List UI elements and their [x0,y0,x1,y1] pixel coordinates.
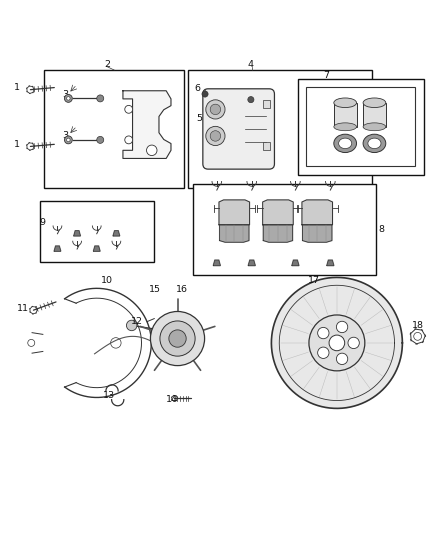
Text: 5: 5 [196,114,202,123]
Circle shape [97,95,104,102]
Polygon shape [327,260,334,265]
Circle shape [169,330,186,347]
Circle shape [67,138,70,142]
Circle shape [336,321,348,333]
Text: 12: 12 [131,317,143,326]
Polygon shape [303,225,332,242]
Circle shape [125,106,133,113]
Ellipse shape [339,138,352,149]
Circle shape [160,321,195,356]
Text: 8: 8 [378,225,385,234]
Ellipse shape [334,134,357,152]
Circle shape [206,126,225,146]
Circle shape [336,353,348,365]
Circle shape [318,347,329,358]
Polygon shape [93,246,100,251]
Polygon shape [213,260,220,265]
Circle shape [248,96,254,103]
Bar [44,70,184,188]
Ellipse shape [363,98,386,108]
Circle shape [210,104,221,115]
Circle shape [414,333,422,340]
Text: 17: 17 [308,277,320,285]
Bar [193,183,376,275]
Bar [40,201,153,262]
Polygon shape [263,200,293,225]
Text: 10: 10 [101,277,113,285]
Circle shape [206,100,225,119]
Text: 1: 1 [14,140,20,149]
Text: 18: 18 [412,321,424,330]
Bar [306,87,416,166]
Circle shape [210,131,221,141]
Text: 4: 4 [247,60,254,69]
Polygon shape [113,231,120,236]
Ellipse shape [363,134,386,152]
Bar [363,103,386,127]
Polygon shape [123,91,171,158]
Ellipse shape [334,98,357,108]
Circle shape [97,136,104,143]
Polygon shape [263,225,293,242]
Circle shape [64,94,72,102]
Circle shape [28,340,35,346]
Text: 16: 16 [176,285,188,294]
Circle shape [202,91,208,97]
Polygon shape [54,246,61,251]
Circle shape [272,277,403,408]
Circle shape [318,327,329,339]
Circle shape [67,96,70,100]
Circle shape [150,311,205,366]
Bar [188,70,372,188]
Polygon shape [219,200,250,225]
Text: 3: 3 [62,90,68,99]
Polygon shape [248,260,255,265]
Polygon shape [292,260,299,265]
Circle shape [125,136,133,144]
Bar [297,79,424,175]
Bar [263,142,270,150]
Circle shape [64,136,72,144]
Text: 6: 6 [194,84,200,93]
Text: 7: 7 [323,71,329,80]
Text: 14: 14 [166,395,178,403]
Circle shape [127,320,137,330]
Circle shape [309,315,365,371]
Circle shape [348,337,359,349]
Circle shape [329,335,345,351]
Ellipse shape [334,123,357,131]
Ellipse shape [368,138,381,149]
Circle shape [147,145,157,156]
Bar [263,100,270,108]
FancyBboxPatch shape [203,89,275,169]
Text: 3: 3 [62,131,68,140]
Text: 11: 11 [17,304,28,313]
Text: 1: 1 [14,83,20,92]
Polygon shape [74,231,81,236]
Text: 13: 13 [103,391,115,400]
Text: 15: 15 [149,285,161,294]
Text: 9: 9 [39,218,45,227]
Ellipse shape [363,123,386,131]
Polygon shape [219,225,249,242]
Text: 2: 2 [105,60,111,69]
Polygon shape [302,200,332,225]
Bar [334,103,357,127]
